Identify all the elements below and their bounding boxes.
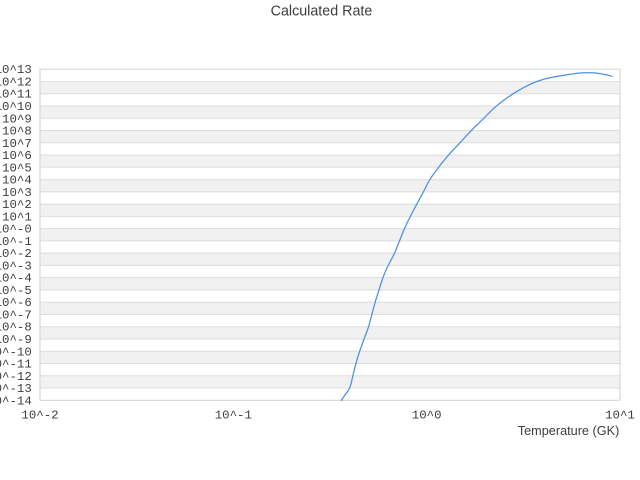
svg-text:10^11: 10^11 bbox=[0, 88, 32, 102]
svg-text:10^-14: 10^-14 bbox=[0, 394, 32, 408]
svg-text:10^-10: 10^-10 bbox=[0, 345, 32, 359]
svg-text:10^5: 10^5 bbox=[2, 161, 32, 175]
svg-text:10^-9: 10^-9 bbox=[0, 333, 32, 347]
svg-text:10^1: 10^1 bbox=[605, 408, 635, 422]
svg-text:10^-12: 10^-12 bbox=[0, 370, 32, 384]
svg-text:10^-6: 10^-6 bbox=[0, 296, 32, 310]
svg-text:Calculated Rate: Calculated Rate bbox=[271, 4, 373, 20]
svg-text:10^10: 10^10 bbox=[0, 100, 32, 114]
svg-text:10^-1: 10^-1 bbox=[0, 235, 32, 249]
svg-text:10^-2: 10^-2 bbox=[0, 247, 32, 261]
svg-text:10^-13: 10^-13 bbox=[0, 382, 32, 396]
svg-text:10^-3: 10^-3 bbox=[0, 259, 32, 273]
svg-text:10^-8: 10^-8 bbox=[0, 321, 32, 335]
svg-text:10^-0: 10^-0 bbox=[0, 223, 32, 237]
svg-text:10^-2: 10^-2 bbox=[21, 408, 58, 422]
svg-text:10^-5: 10^-5 bbox=[0, 284, 32, 298]
svg-text:10^-4: 10^-4 bbox=[0, 272, 32, 286]
svg-text:10^1: 10^1 bbox=[2, 210, 32, 224]
svg-text:10^12: 10^12 bbox=[0, 75, 32, 89]
svg-text:10^3: 10^3 bbox=[2, 186, 32, 200]
svg-text:10^7: 10^7 bbox=[2, 137, 32, 151]
svg-text:10^9: 10^9 bbox=[2, 112, 32, 126]
svg-text:10^0: 10^0 bbox=[412, 408, 442, 422]
svg-text:10^13: 10^13 bbox=[0, 63, 32, 77]
svg-text:10^-7: 10^-7 bbox=[0, 308, 32, 322]
svg-text:10^8: 10^8 bbox=[2, 125, 32, 139]
svg-text:10^4: 10^4 bbox=[2, 174, 32, 188]
svg-text:10^2: 10^2 bbox=[2, 198, 32, 212]
svg-text:10^-11: 10^-11 bbox=[0, 358, 32, 372]
svg-text:10^-1: 10^-1 bbox=[215, 408, 252, 422]
svg-text:Temperature (GK): Temperature (GK) bbox=[518, 424, 620, 438]
svg-text:10^6: 10^6 bbox=[2, 149, 32, 163]
